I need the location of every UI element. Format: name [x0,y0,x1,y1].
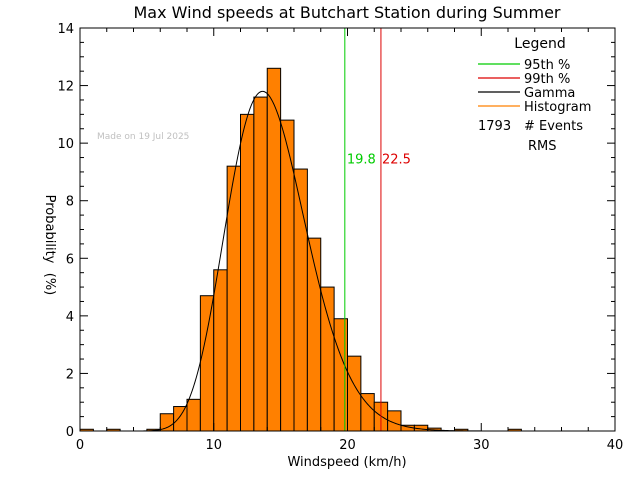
x-axis-label: Windspeed (km/h) [287,455,406,470]
histogram-bar-15 [320,286,335,432]
histogram-bar-13 [293,168,308,432]
y-axis-label-line2: (%) [42,273,57,296]
x-axis: 0 10 20 30 40 [76,28,623,453]
histogram-bar-14 [306,237,322,432]
histogram-bar-17 [347,355,362,432]
histogram-bar-7 [213,269,228,432]
legend-item-label-3: Histogram [524,100,591,115]
legend-item-label-2: Gamma [524,86,575,101]
y-tick-label: 14 [57,22,74,37]
y-axis-label-line2-group: (%) [42,273,57,296]
legend-title: Legend [514,36,565,52]
x-tick-label: 10 [205,438,222,453]
watermark: Made on 19 Jul 2025 [97,132,189,142]
histogram-bar-5 [186,398,201,432]
y-tick-label: 6 [66,252,74,267]
p99-label: 22.5 [382,152,411,167]
legend-item-label-1: 99th % [524,72,570,87]
x-tick-label: 0 [76,438,84,453]
y-tick-label: 2 [66,367,74,382]
x-tick-label: 40 [607,438,624,453]
x-tick-label: 30 [473,438,490,453]
y-tick-label: 8 [66,195,74,210]
y-axis: 0 2 4 6 8 10 12 14 [57,22,615,440]
chart-title: Max Wind speeds at Butchart Station duri… [133,3,560,22]
y-tick-label: 0 [66,425,74,440]
histogram-bar-6 [199,295,215,432]
y-tick-label: 12 [57,80,74,95]
histogram-bar-9 [240,113,255,432]
y-tick-label: 10 [57,137,74,152]
legend-rms-label: RMS [528,139,557,154]
y-tick-label: 4 [66,310,74,325]
histogram-bar-16 [333,318,348,432]
y-axis-label-line1-group: Probability [42,195,57,264]
x-tick-label: 20 [339,438,356,453]
legend-item-label-0: 95th % [524,58,570,73]
legend-events-label: # Events [524,119,583,134]
histogram-bar-3 [159,413,175,432]
histogram-bar-4 [173,406,188,432]
histogram-bars [79,67,522,432]
legend-events-count: 1793 [478,119,511,134]
histogram-bar-11 [266,67,282,432]
histogram-bar-18 [360,393,375,432]
y-axis-label-line1: Probability [42,195,57,264]
p95-label: 19.8 [347,152,376,167]
histogram-bar-10 [253,96,268,432]
